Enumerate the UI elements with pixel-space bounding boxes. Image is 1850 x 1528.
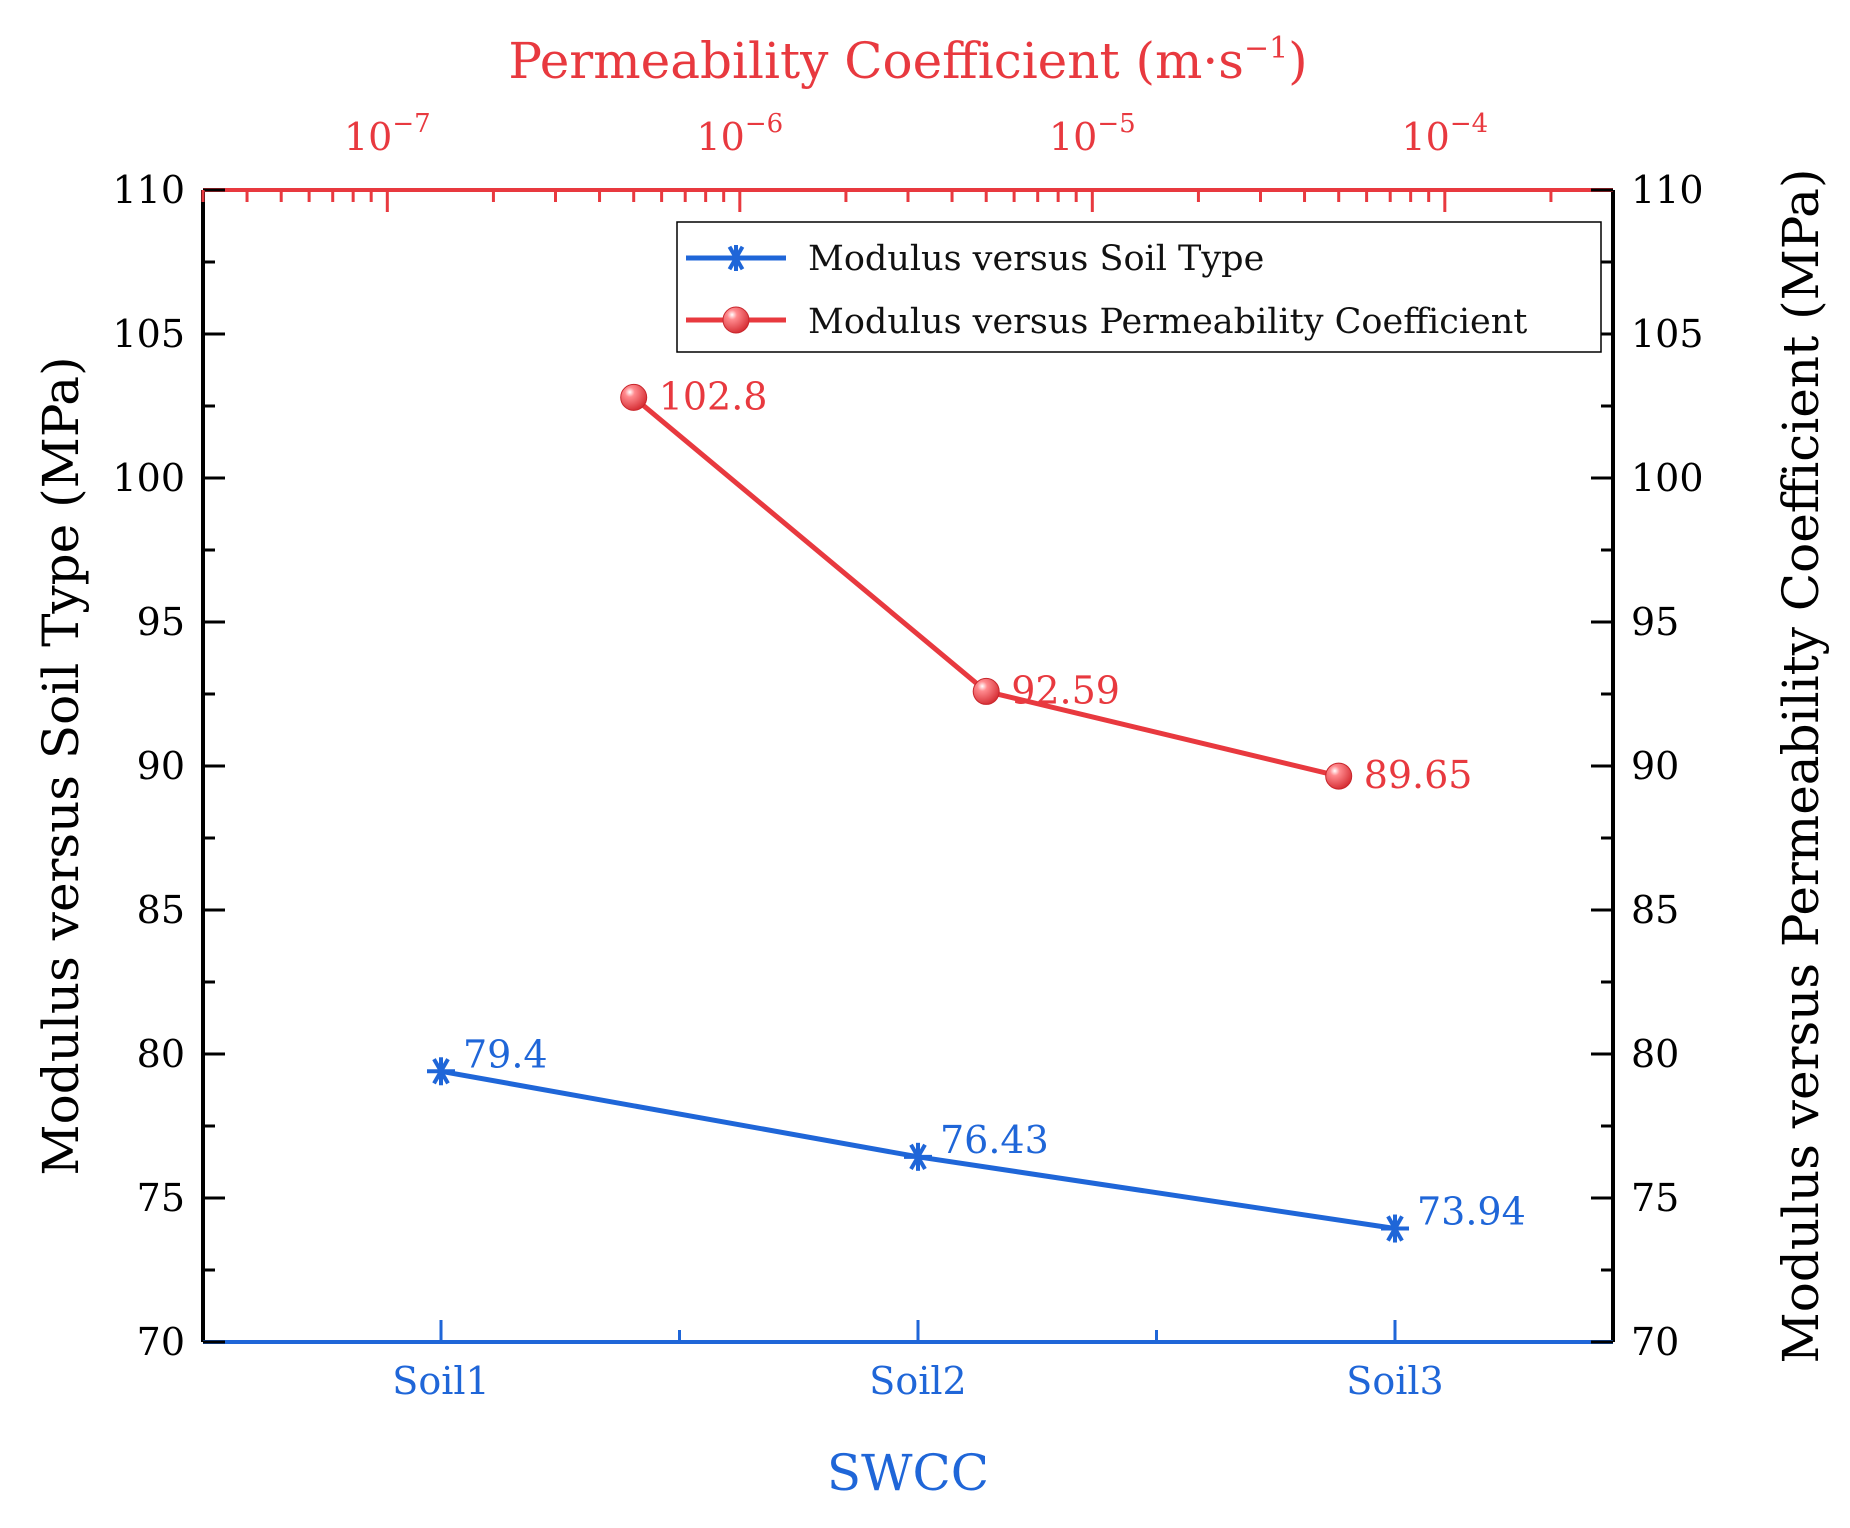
- legend: Modulus versus Soil Type Modulus versus …: [676, 221, 1602, 353]
- y-right-tick-label: 105: [1631, 312, 1704, 356]
- x-top-tick-base: 10: [344, 115, 392, 159]
- y-axis-title-left: Modulus versus Soil Type (MPa): [32, 356, 90, 1175]
- y-left-tick-label: 75: [137, 1176, 185, 1220]
- axis-ticks: 70 70 75 75 80 80 85 85 90 90 95 95 100 100 105 105 110 1…: [112, 109, 1703, 1403]
- y-right-tick-label: 100: [1631, 456, 1704, 500]
- x-top-tick-label: 10−6: [696, 109, 783, 159]
- legend-box: [676, 221, 1602, 353]
- x-axis-title-top-main: Permeability Coefficient (m·s: [508, 32, 1244, 90]
- series-layer: 79.4 76.43 73.94 102.8 92.59 89.65: [427, 374, 1526, 1243]
- x-axis-title-top: Permeability Coefficient (m·s−1): [508, 31, 1307, 90]
- x-top-tick-label: 10−5: [1049, 109, 1136, 159]
- x-top-tick-exponent: −7: [392, 109, 430, 139]
- y-right-tick-label: 90: [1631, 744, 1679, 788]
- legend-marker-asterisk-icon: [723, 245, 749, 271]
- x-top-tick-exponent: −6: [745, 109, 783, 139]
- series-soil-type-data-label: 76.43: [940, 1118, 1049, 1162]
- y-left-tick-label: 70: [137, 1320, 185, 1364]
- series-permeability-point: [620, 383, 648, 411]
- y-right-tick-label: 110: [1631, 168, 1704, 212]
- y-left-tick-label: 100: [112, 456, 185, 500]
- y-right-tick-label: 80: [1631, 1032, 1679, 1076]
- x-top-tick-base: 10: [1401, 115, 1449, 159]
- y-left-tick-label: 105: [112, 312, 185, 356]
- legend-marker-sphere-icon: [722, 306, 750, 334]
- series-soil-type-point: [904, 1142, 932, 1171]
- x-top-tick-base: 10: [696, 115, 744, 159]
- x-top-tick-exponent: −5: [1097, 109, 1135, 139]
- y-left-tick-label: 85: [137, 888, 185, 932]
- y-right-tick-label: 75: [1631, 1176, 1679, 1220]
- series-soil-type-point: [1381, 1214, 1409, 1243]
- legend-label-soil-type: Modulus versus Soil Type: [808, 239, 1264, 279]
- series-permeability-data-label: 102.8: [659, 374, 768, 418]
- y-right-tick-label: 70: [1631, 1320, 1679, 1364]
- x-top-tick-base: 10: [1049, 115, 1097, 159]
- series-permeability-data-label: 89.65: [1364, 753, 1473, 797]
- x-axis-title-bottom: SWCC: [827, 1444, 989, 1502]
- y-left-tick-label: 90: [137, 744, 185, 788]
- series-soil-type-point: [427, 1057, 455, 1086]
- y-left-tick-label: 80: [137, 1032, 185, 1076]
- y-right-tick-label: 95: [1631, 600, 1679, 644]
- x-axis-title-top-suffix: ): [1288, 32, 1308, 90]
- x-top-tick-exponent: −4: [1450, 109, 1488, 139]
- y-axis-title-right: Modulus versus Permeability Coefficient …: [1772, 169, 1830, 1364]
- y-right-tick-label: 85: [1631, 888, 1679, 932]
- x-top-tick-label: 10−7: [344, 109, 431, 159]
- series-permeability-point: [1325, 762, 1353, 790]
- series-permeability-line: [632, 395, 1340, 779]
- y-left-tick-label: 95: [137, 600, 185, 644]
- legend-label-permeability: Modulus versus Permeability Coefficient: [808, 302, 1527, 342]
- series-permeability-point: [972, 677, 1000, 705]
- series-soil-type-data-label: 73.94: [1417, 1190, 1526, 1234]
- x-bottom-tick-label: Soil3: [1346, 1359, 1443, 1403]
- series-soil-type-data-label: 79.4: [463, 1032, 548, 1076]
- x-top-tick-label: 10−4: [1401, 109, 1488, 159]
- x-bottom-tick-label: Soil2: [869, 1359, 966, 1403]
- x-bottom-tick-label: Soil1: [392, 1359, 489, 1403]
- series-permeability-data-label: 92.59: [1011, 668, 1120, 712]
- x-axis-title-top-exp: −1: [1244, 31, 1288, 66]
- y-left-tick-label: 110: [112, 168, 185, 212]
